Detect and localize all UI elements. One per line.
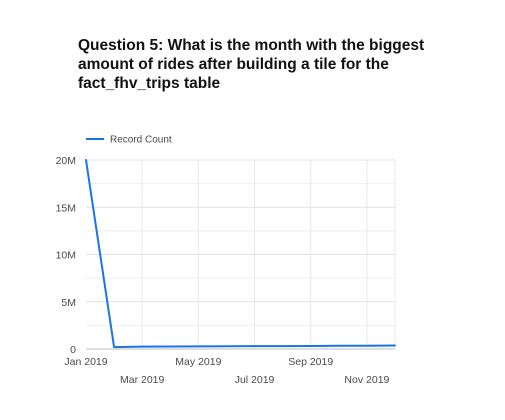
legend-label: Record Count	[110, 135, 172, 146]
x-tick-label: Mar 2019	[120, 374, 165, 386]
chart-title-line-3: fact_fhv_trips table	[78, 75, 221, 92]
chart-title-line-2: amount of rides after building a tile fo…	[78, 56, 389, 73]
series-lines	[85, 159, 396, 349]
x-tick-label: Jul 2019	[235, 374, 275, 386]
y-tick-label: 20M	[56, 155, 76, 167]
grid	[86, 159, 396, 350]
series-line-record-count	[85, 159, 396, 349]
y-tick-label: 15M	[56, 202, 76, 214]
legend[interactable]: Record Count	[86, 135, 172, 146]
y-tick-label: 0	[70, 344, 76, 356]
chart-title: Question 5: What is the month with the b…	[78, 36, 478, 93]
x-tick-label: Jan 2019	[64, 356, 107, 368]
x-tick-label: Sep 2019	[288, 356, 333, 368]
chart-title-line-1: Question 5: What is the month with the b…	[78, 37, 425, 54]
x-tick-label: May 2019	[175, 356, 221, 368]
x-tick-label: Nov 2019	[344, 374, 389, 386]
y-tick-label: 5M	[61, 297, 76, 309]
axes: 0 5M 10M 15M 20M Jan 2019 May 2019 Sep 2019 Mar …	[56, 155, 390, 386]
y-tick-label: 10M	[56, 250, 76, 262]
